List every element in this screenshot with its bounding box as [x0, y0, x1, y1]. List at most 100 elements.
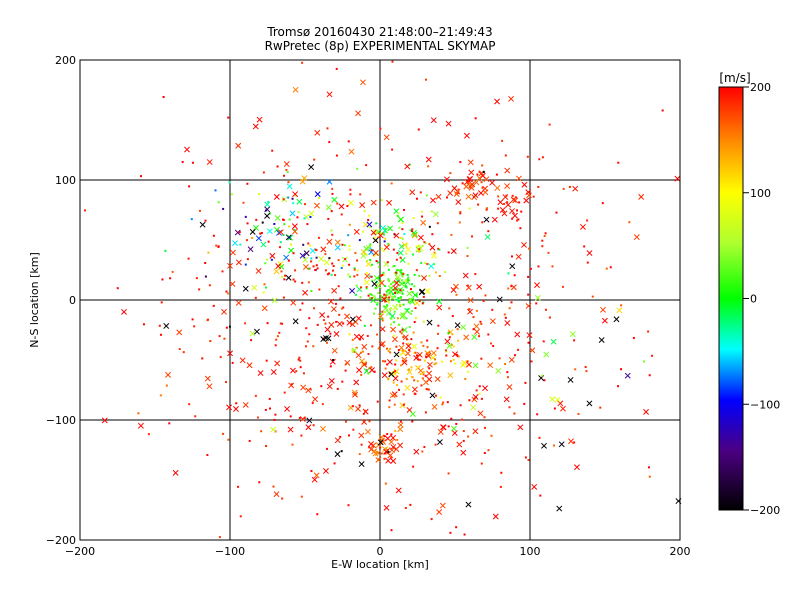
data-point-dot	[381, 273, 384, 276]
data-point-dot	[332, 359, 335, 362]
data-point-dot	[466, 246, 469, 249]
data-point-cross	[472, 394, 479, 400]
data-point-dot	[424, 374, 427, 377]
data-point-cross	[380, 225, 387, 231]
data-point-dot	[524, 456, 527, 459]
data-point-dot	[314, 248, 317, 251]
data-point-cross	[204, 375, 211, 382]
y-tick-label: 100	[55, 174, 76, 187]
data-point-cross	[512, 212, 518, 219]
data-point-dot	[513, 274, 516, 277]
data-point-cross	[472, 362, 479, 369]
data-point-dot	[408, 349, 411, 352]
data-point-dot	[390, 182, 393, 185]
data-point-dot	[382, 271, 385, 274]
data-point-dot	[358, 453, 361, 456]
data-point-dot	[325, 447, 328, 450]
data-point-cross	[308, 210, 315, 217]
data-point-dot	[537, 185, 540, 188]
grid-lines	[80, 60, 680, 540]
data-point-dot	[477, 203, 480, 206]
data-point-dot	[283, 278, 286, 281]
data-point-dot	[347, 234, 350, 237]
data-point-cross	[358, 432, 365, 439]
data-point-dot	[647, 466, 650, 469]
data-point-cross	[351, 347, 358, 354]
data-point-cross	[436, 304, 443, 311]
data-point-dot	[330, 229, 333, 232]
data-point-cross	[383, 448, 390, 455]
data-point-cross	[444, 338, 451, 345]
data-point-dot	[359, 286, 362, 289]
data-point-dot	[164, 249, 167, 252]
data-point-cross	[313, 472, 320, 479]
data-point-cross	[285, 274, 292, 281]
data-point-cross	[336, 320, 343, 327]
data-point-cross	[165, 371, 171, 378]
data-point-cross	[378, 434, 385, 441]
data-point-dot	[373, 370, 376, 373]
data-point-dot	[297, 211, 300, 214]
data-point-dot	[544, 308, 547, 311]
data-point-dot	[390, 286, 393, 289]
data-point-cross	[432, 211, 439, 218]
data-point-dot	[511, 217, 514, 220]
data-point-cross	[401, 242, 408, 248]
data-point-cross	[377, 439, 384, 446]
data-point-dot	[231, 193, 234, 196]
data-point-dot	[288, 236, 291, 239]
data-point-dot	[389, 307, 392, 310]
data-point-dot	[401, 228, 404, 231]
data-point-dot	[269, 407, 272, 410]
data-point-dot	[402, 342, 405, 345]
data-point-dot	[402, 403, 405, 406]
data-point-dot	[586, 261, 589, 264]
data-point-cross	[425, 156, 432, 163]
data-point-dot	[267, 200, 270, 203]
data-point-dot	[642, 360, 645, 363]
data-point-cross	[249, 228, 256, 235]
data-point-cross	[331, 196, 338, 203]
data-point-dot	[389, 308, 392, 311]
x-tick-label: 0	[377, 545, 384, 558]
data-point-dot	[313, 158, 316, 161]
data-point-dot	[215, 244, 218, 247]
data-point-dot	[287, 181, 290, 184]
data-point-cross	[271, 297, 278, 304]
data-point-dot	[584, 366, 587, 369]
data-point-dot	[178, 348, 181, 351]
colorbar-tick-label: 200	[750, 81, 771, 94]
data-point-dot	[425, 194, 428, 197]
data-point-cross	[467, 159, 474, 166]
data-point-cross	[508, 95, 515, 102]
data-point-cross	[330, 306, 337, 312]
data-point-cross	[227, 262, 233, 269]
data-point-dot	[278, 331, 281, 334]
data-point-cross	[333, 331, 340, 337]
data-point-cross	[273, 491, 280, 498]
data-point-dot	[165, 384, 168, 387]
data-point-dot	[309, 244, 312, 247]
data-point-dot	[395, 303, 398, 306]
data-point-cross	[515, 175, 522, 182]
data-point-dot	[661, 109, 664, 112]
data-point-cross	[393, 280, 400, 286]
data-point-dot	[337, 285, 340, 288]
data-point-dot	[388, 347, 391, 350]
data-point-dot	[506, 376, 509, 379]
data-point-dot	[268, 212, 271, 215]
data-point-cross	[499, 206, 506, 213]
data-point-dot	[406, 273, 409, 276]
colorbar-tick-label: 0	[750, 293, 757, 306]
data-point-dot	[462, 429, 465, 432]
data-point-dot	[385, 293, 388, 296]
data-point-dot	[498, 357, 501, 360]
data-point-dot	[393, 310, 396, 313]
data-point-dot	[262, 171, 265, 174]
data-point-dot	[369, 275, 372, 278]
data-point-cross	[349, 287, 356, 294]
data-point-dot	[381, 310, 384, 313]
data-point-cross	[451, 430, 458, 437]
data-point-cross	[331, 287, 338, 294]
data-point-dot	[437, 324, 440, 327]
